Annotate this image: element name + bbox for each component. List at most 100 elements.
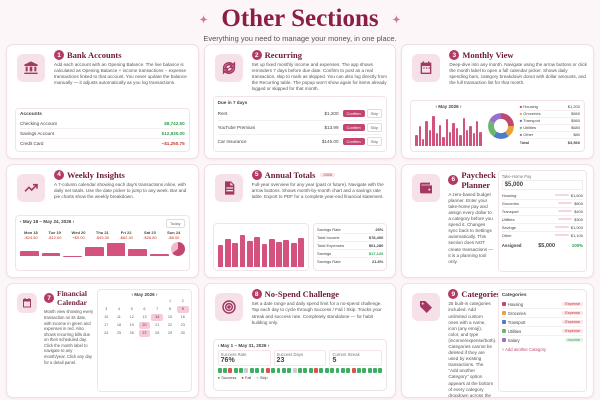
challenge-day[interactable] <box>346 367 351 373</box>
next-month-button[interactable]: › <box>155 292 158 298</box>
skip-button[interactable]: Skip <box>366 136 383 146</box>
next-month-button[interactable]: › <box>460 103 462 109</box>
challenge-day[interactable] <box>330 367 335 373</box>
week-range[interactable]: May 18 – May 24, 2026 <box>22 219 72 225</box>
challenge-day[interactable] <box>239 367 243 373</box>
week-day[interactable]: Wed 20 +$0.00 <box>68 230 90 240</box>
challenge-day[interactable] <box>335 367 340 373</box>
challenge-day[interactable] <box>373 367 377 373</box>
calendar-day[interactable]: 3 <box>105 307 108 312</box>
challenge-day[interactable] <box>217 367 222 373</box>
week-day[interactable]: Sun 24 -$8.00 <box>163 230 185 240</box>
prev-range-button[interactable]: ‹ <box>217 342 220 348</box>
confirm-button[interactable]: Confirm <box>342 137 365 145</box>
calendar-day[interactable]: 29 <box>167 331 173 336</box>
calendar-day[interactable]: 8 <box>168 307 172 312</box>
challenge-day[interactable] <box>314 367 318 373</box>
account-row[interactable]: Checking Account $8,742.50 <box>20 119 185 129</box>
calendar-day[interactable]: 14 <box>151 314 164 322</box>
challenge-day[interactable] <box>287 367 292 373</box>
card-monthly-view[interactable]: 3 Monthly View Deep-dive into any month. … <box>401 44 594 159</box>
account-row[interactable]: Savings Account $12,830.00 <box>20 129 185 139</box>
calendar-day[interactable]: 17 <box>104 323 109 328</box>
card-annual-totals[interactable]: 5 Annual Totals 2026 Full-year overview fo… <box>203 163 397 279</box>
calendar-day[interactable]: 2 <box>181 299 184 304</box>
next-week-button[interactable]: › <box>72 219 75 225</box>
skip-button[interactable]: Skip <box>366 108 383 118</box>
calendar-day[interactable]: 21 <box>155 323 160 328</box>
calendar-day[interactable] <box>126 298 138 305</box>
calendar-day[interactable]: 26 <box>129 331 134 336</box>
challenge-day[interactable] <box>249 367 254 373</box>
year-badge[interactable]: 2026 <box>320 172 335 177</box>
calendar-day[interactable]: 16 <box>180 315 185 320</box>
challenge-day[interactable] <box>233 367 238 373</box>
confirm-button[interactable]: Confirm <box>342 123 365 131</box>
challenge-day[interactable] <box>276 367 281 373</box>
challenge-day[interactable] <box>319 367 324 373</box>
skip-button[interactable]: Skip <box>366 122 383 132</box>
confirm-button[interactable]: Confirm <box>342 109 365 117</box>
calendar-day[interactable]: 19 <box>129 323 134 328</box>
add-category-button[interactable]: + Add another Category <box>501 347 547 353</box>
challenge-day[interactable] <box>378 367 383 373</box>
challenge-day[interactable] <box>244 367 249 373</box>
challenge-day[interactable] <box>223 367 227 373</box>
calendar-day[interactable]: 6 <box>143 307 146 312</box>
calendar-day[interactable]: 28 <box>155 331 160 336</box>
calendar-day[interactable]: 18 <box>116 323 122 328</box>
challenge-day[interactable] <box>265 367 270 373</box>
challenge-day[interactable] <box>271 367 276 373</box>
challenge-day[interactable] <box>351 367 356 373</box>
budget-row[interactable]: Housing $1,600 <box>501 192 583 200</box>
card-weekly-insights[interactable]: 4 Weekly Insights A 7-column calendar sho… <box>6 163 199 279</box>
card-paycheck-planner[interactable]: 6 Paycheck Planner A zero-based budget pl… <box>401 163 594 279</box>
challenge-day[interactable] <box>260 367 265 373</box>
week-day[interactable]: Mon 18 -$24.50 <box>20 230 42 240</box>
category-row[interactable]: Groceries Expense <box>501 309 583 319</box>
month-label[interactable]: May 2026 <box>134 292 155 298</box>
calendar-day[interactable]: 24 <box>104 331 109 336</box>
calendar-day[interactable] <box>151 298 163 305</box>
card-bank-accounts[interactable]: 1 Bank Accounts Add each account with an … <box>6 44 199 159</box>
challenge-day[interactable] <box>357 367 361 373</box>
budget-row[interactable]: Groceries $600 <box>501 200 583 208</box>
calendar-day[interactable]: 1 <box>168 299 172 304</box>
calendar-day[interactable] <box>113 298 125 305</box>
challenge-day[interactable] <box>367 367 372 373</box>
category-row[interactable]: Utilities Expense <box>501 327 583 337</box>
calendar-day[interactable]: 7 <box>156 307 159 312</box>
challenge-day[interactable] <box>298 367 302 373</box>
challenge-day[interactable] <box>292 367 297 373</box>
card-financial-calendar[interactable]: 7 Financial Calendar Month view showing e… <box>6 283 199 398</box>
month-label[interactable]: May 2026 <box>438 103 459 109</box>
budget-row[interactable]: Utilities $300 <box>501 216 583 224</box>
next-range-button[interactable]: › <box>267 342 270 348</box>
challenge-day[interactable] <box>308 367 313 373</box>
budget-row[interactable]: Transport $400 <box>501 208 583 216</box>
challenge-range[interactable]: May 1 – May 31, 2026 <box>220 342 267 348</box>
account-row[interactable]: Credit Card −$1,250.75 <box>20 139 185 148</box>
calendar-day[interactable]: 23 <box>180 323 185 328</box>
prev-month-button[interactable]: ‹ <box>131 292 133 298</box>
calendar-day[interactable]: 9 <box>176 306 189 314</box>
calendar-day[interactable]: 13 <box>142 315 147 320</box>
challenge-day[interactable] <box>340 367 345 373</box>
challenge-day[interactable] <box>362 367 367 373</box>
challenge-day[interactable] <box>255 367 260 373</box>
challenge-day[interactable] <box>281 367 286 373</box>
calendar-day[interactable]: 12 <box>129 315 134 320</box>
week-day[interactable]: Sat 23 -$26.80 <box>139 230 161 240</box>
calendar-day[interactable]: 10 <box>104 315 109 320</box>
budget-row[interactable]: Savings $1,000 <box>501 224 583 232</box>
calendar-day[interactable]: 27 <box>138 330 151 338</box>
category-row[interactable]: Salary Income <box>501 336 583 344</box>
week-day[interactable]: Fri 22 -$62.40 <box>115 230 137 240</box>
card-recurring[interactable]: 2 Recurring Set up fixed monthly income a… <box>203 44 397 159</box>
today-button[interactable]: Today <box>165 219 185 229</box>
challenge-day[interactable] <box>324 367 329 373</box>
card-categories[interactable]: 9 Categories 25 built-in categories inclu… <box>401 283 594 398</box>
calendar-day[interactable]: 11 <box>116 315 121 320</box>
calendar-day[interactable]: 30 <box>180 331 185 336</box>
calendar-day[interactable]: 25 <box>116 331 122 336</box>
